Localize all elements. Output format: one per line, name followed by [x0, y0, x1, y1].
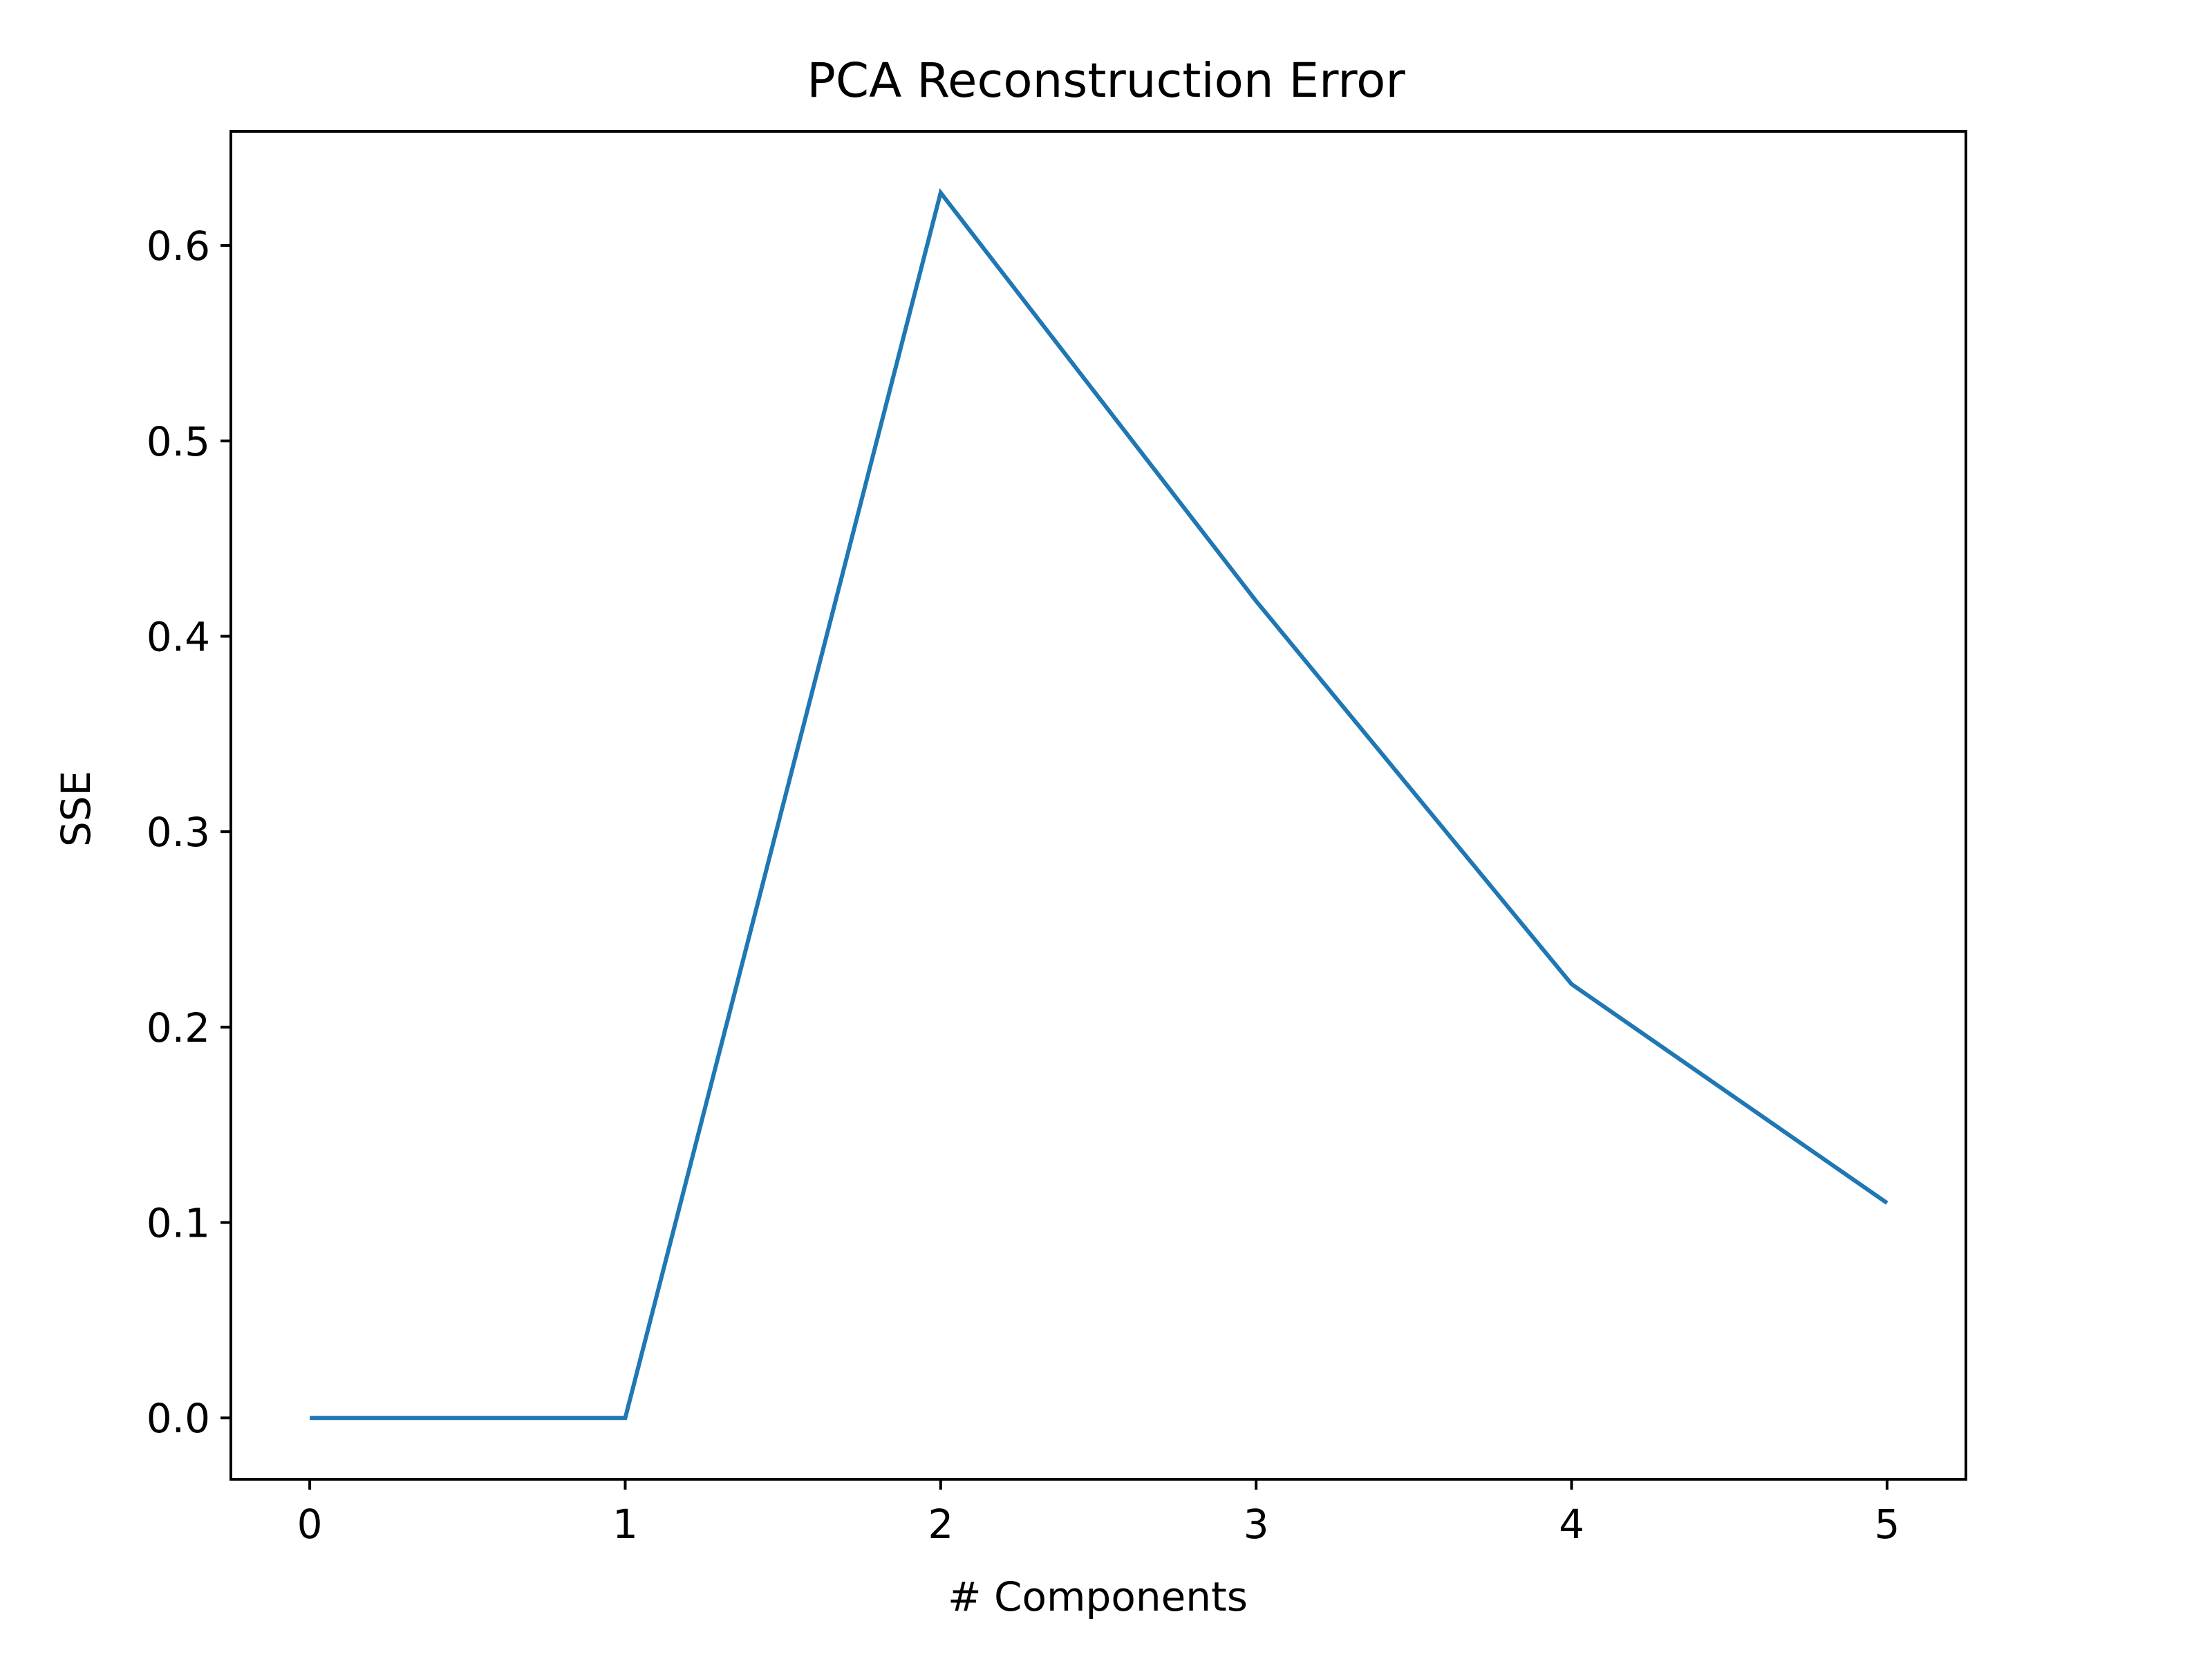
y-tick-label: 0.6 — [147, 223, 210, 270]
x-tick-label: 1 — [612, 1501, 638, 1548]
x-tick-label: 0 — [297, 1501, 323, 1548]
y-axis-label: SSE — [53, 771, 100, 847]
x-axis-ticks: 0 1 2 3 4 5 — [297, 1479, 1900, 1548]
y-tick-label: 0.4 — [147, 613, 210, 660]
x-tick-label: 5 — [1874, 1501, 1900, 1548]
chart-title: PCA Reconstruction Error — [807, 53, 1405, 109]
y-tick-label: 0.2 — [147, 1004, 210, 1051]
x-tick-label: 4 — [1559, 1501, 1584, 1548]
series-line — [310, 188, 1888, 1421]
plot-area — [229, 130, 1967, 1481]
x-tick-label: 3 — [1244, 1501, 1269, 1548]
y-axis-ticks: 0.0 0.1 0.2 0.3 0.4 0.5 0.6 — [147, 223, 231, 1442]
y-tick-label: 0.5 — [147, 418, 210, 465]
y-tick-label: 0.1 — [147, 1200, 210, 1247]
y-tick-label: 0.0 — [147, 1395, 210, 1442]
series-layer — [310, 188, 1888, 1421]
plot-frame — [229, 130, 1967, 1481]
x-axis-label: # Components — [948, 1573, 1248, 1620]
y-tick-label: 0.3 — [147, 809, 210, 856]
x-tick-label: 2 — [928, 1501, 953, 1548]
